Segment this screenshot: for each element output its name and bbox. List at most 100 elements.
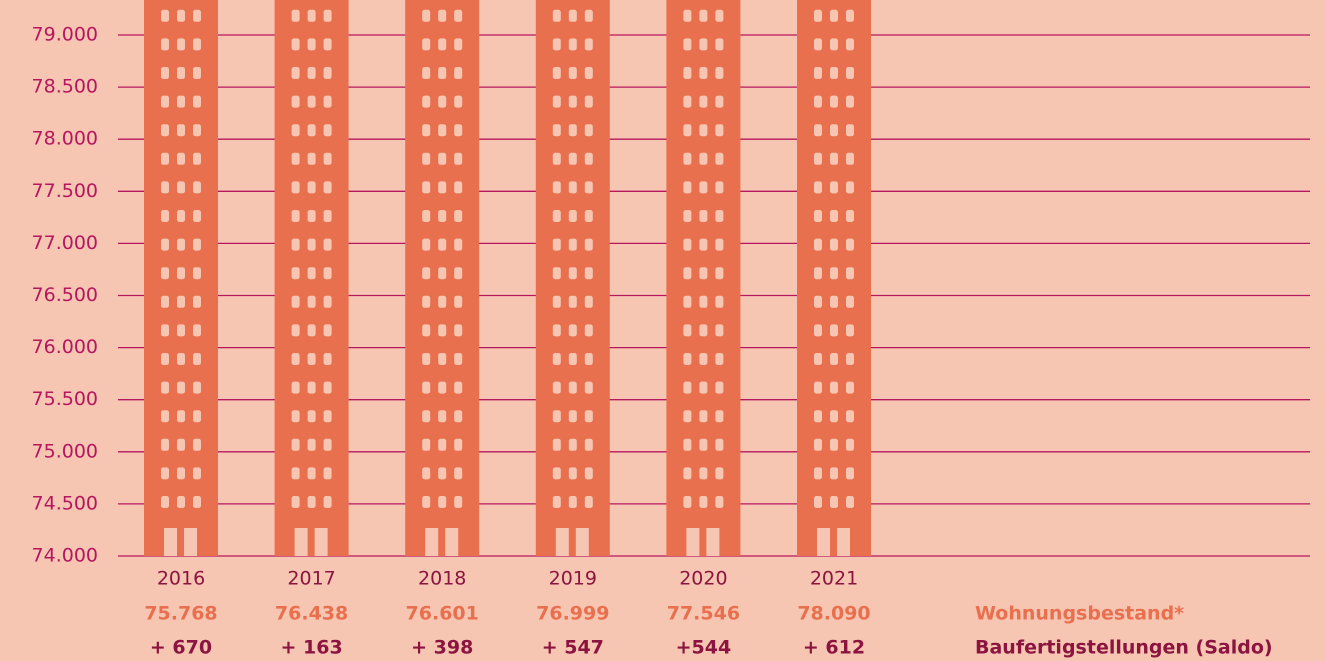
building: [275, 0, 349, 556]
window: [177, 382, 185, 394]
window: [308, 210, 316, 222]
window: [177, 239, 185, 251]
window: [569, 67, 577, 79]
window: [699, 239, 707, 251]
door: [184, 528, 197, 556]
window: [585, 296, 593, 308]
window: [699, 181, 707, 193]
window: [161, 296, 169, 308]
window: [292, 38, 300, 50]
window: [846, 467, 854, 479]
window: [846, 38, 854, 50]
window: [585, 153, 593, 165]
window: [454, 382, 462, 394]
window: [553, 124, 561, 136]
window: [569, 496, 577, 508]
window: [177, 10, 185, 22]
x-tick-label: 2017: [287, 568, 335, 590]
window: [830, 439, 838, 451]
window: [454, 296, 462, 308]
door: [315, 528, 328, 556]
window: [454, 324, 462, 336]
window: [553, 38, 561, 50]
window: [553, 324, 561, 336]
window: [553, 496, 561, 508]
window: [715, 496, 723, 508]
window: [161, 10, 169, 22]
window: [683, 96, 691, 108]
window: [585, 124, 593, 136]
window: [422, 439, 430, 451]
window: [308, 382, 316, 394]
window: [699, 153, 707, 165]
x-tick-label: 2018: [418, 568, 466, 590]
window: [177, 496, 185, 508]
window: [292, 439, 300, 451]
window: [161, 439, 169, 451]
window: [193, 124, 201, 136]
window: [585, 382, 593, 394]
window: [438, 210, 446, 222]
window: [699, 410, 707, 422]
window: [438, 353, 446, 365]
window: [422, 382, 430, 394]
window: [846, 267, 854, 279]
window: [193, 96, 201, 108]
window: [846, 324, 854, 336]
window: [438, 153, 446, 165]
window: [161, 210, 169, 222]
building: [405, 0, 479, 556]
window: [324, 153, 332, 165]
window: [830, 324, 838, 336]
window: [569, 239, 577, 251]
door: [576, 528, 589, 556]
window: [324, 353, 332, 365]
window: [846, 181, 854, 193]
window: [454, 210, 462, 222]
window: [308, 181, 316, 193]
window: [569, 10, 577, 22]
window: [292, 67, 300, 79]
window: [585, 67, 593, 79]
window: [177, 181, 185, 193]
window: [324, 124, 332, 136]
window: [553, 96, 561, 108]
window: [814, 439, 822, 451]
window: [161, 181, 169, 193]
window: [422, 239, 430, 251]
window: [454, 439, 462, 451]
window: [292, 96, 300, 108]
window: [324, 181, 332, 193]
window: [699, 210, 707, 222]
window: [585, 239, 593, 251]
window: [161, 38, 169, 50]
window: [846, 10, 854, 22]
window: [830, 10, 838, 22]
window: [814, 353, 822, 365]
window: [438, 496, 446, 508]
window: [422, 10, 430, 22]
window: [177, 210, 185, 222]
window: [569, 382, 577, 394]
window: [193, 239, 201, 251]
window: [292, 10, 300, 22]
window: [454, 496, 462, 508]
window: [324, 267, 332, 279]
value-label: + 398: [411, 637, 473, 659]
window: [308, 296, 316, 308]
door: [556, 528, 569, 556]
window: [683, 239, 691, 251]
window: [438, 239, 446, 251]
window: [715, 124, 723, 136]
window: [814, 210, 822, 222]
window: [177, 153, 185, 165]
window: [585, 324, 593, 336]
window: [569, 353, 577, 365]
window: [422, 353, 430, 365]
window: [715, 410, 723, 422]
window: [683, 296, 691, 308]
window: [177, 410, 185, 422]
window: [177, 439, 185, 451]
window: [161, 124, 169, 136]
window: [161, 467, 169, 479]
